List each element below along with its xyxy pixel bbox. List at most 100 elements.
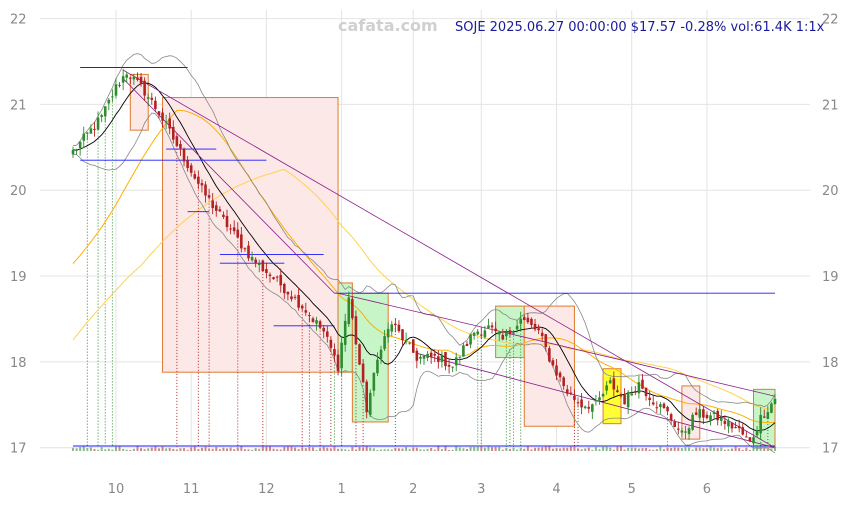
candle-body: [247, 245, 250, 259]
candle-body: [476, 331, 480, 335]
candle-body: [347, 297, 351, 325]
sma-mid-line: [72, 109, 776, 424]
volume-bar: [75, 448, 78, 451]
candle-body: [207, 195, 211, 198]
candle-body: [759, 414, 762, 434]
candle-body: [300, 305, 304, 309]
candle-body: [222, 214, 225, 217]
candle-body: [250, 256, 254, 261]
candle-body: [240, 234, 243, 249]
volume-bar: [372, 448, 375, 451]
candle-body: [211, 200, 214, 209]
candle-body: [433, 353, 437, 356]
volume-bar: [569, 446, 572, 451]
candle-body: [154, 100, 157, 110]
candle-body: [168, 118, 172, 129]
candle-body: [111, 96, 114, 98]
volume-bar: [208, 448, 211, 451]
volume-bar: [157, 448, 160, 451]
candle-body: [766, 412, 770, 420]
candle-body: [505, 332, 508, 337]
volume-bar: [233, 449, 236, 451]
x-tick-label: 3: [477, 482, 485, 497]
volume-bar: [616, 446, 619, 451]
y-tick-label-left: 21: [10, 98, 27, 113]
volume-bar: [369, 447, 372, 451]
volume-bar: [240, 446, 243, 451]
candle-body: [444, 352, 447, 367]
volume-bar: [247, 449, 250, 451]
candle-body: [336, 354, 340, 372]
volume-bar: [551, 448, 554, 451]
candle-body: [132, 76, 136, 80]
volume-bar: [147, 448, 150, 451]
candle-body: [770, 403, 773, 413]
volume-bar: [752, 447, 755, 451]
indicator-lines: [72, 53, 776, 454]
candle-body: [365, 381, 368, 413]
candle-body: [637, 382, 641, 394]
volume-bar: [211, 448, 214, 451]
volume-bar: [695, 447, 698, 451]
candle-body: [551, 360, 555, 366]
candle-body: [200, 183, 204, 186]
volume-bar: [179, 448, 182, 451]
volume-bar: [702, 448, 705, 451]
volume-bar: [276, 449, 279, 451]
candle-body: [576, 402, 580, 404]
volume-bar: [469, 446, 472, 451]
candle-body: [702, 409, 705, 418]
volume-bar: [111, 449, 114, 451]
candle-body: [666, 406, 669, 412]
volume-bar: [72, 447, 74, 451]
volume-bar: [268, 446, 271, 451]
candle-body: [86, 132, 89, 134]
x-tick-label: 10: [108, 482, 125, 497]
volume-bar: [340, 448, 343, 451]
candle-body: [594, 399, 598, 402]
candle-body: [232, 227, 236, 232]
trend-line: [122, 69, 776, 449]
volume-bar: [458, 447, 461, 451]
volume-bar: [89, 447, 92, 451]
candle-body: [136, 77, 139, 80]
volume-bar: [154, 446, 157, 451]
trend-line: [337, 292, 776, 397]
volume-bar: [491, 447, 494, 451]
candle-body: [451, 366, 454, 368]
volume-bar: [82, 446, 85, 451]
volume-bar: [508, 448, 511, 451]
volume-bar: [397, 448, 400, 451]
candle-body: [648, 397, 651, 401]
candle-body: [723, 420, 727, 424]
volume-bar: [222, 447, 225, 451]
volume-bar: [487, 446, 490, 451]
candle-body: [279, 274, 283, 286]
volume-bar: [315, 449, 318, 451]
candle-body: [591, 404, 594, 412]
candle-body: [580, 399, 583, 408]
volume-bar: [283, 446, 286, 451]
volume-bar: [150, 447, 153, 451]
x-tick-label: 12: [258, 482, 275, 497]
candle-body: [745, 436, 748, 438]
volume-bar: [498, 446, 501, 451]
volume-bar: [734, 446, 737, 451]
volume-bar: [641, 448, 644, 451]
candle-body: [218, 209, 222, 212]
candle-body: [565, 389, 569, 394]
y-tick-label-right: 18: [822, 356, 839, 371]
candle-body: [748, 437, 752, 442]
volume-bar: [440, 449, 443, 451]
volume-bar: [619, 446, 622, 451]
volume-bar: [104, 449, 107, 451]
volume-bar: [125, 449, 128, 451]
candle-body: [662, 403, 666, 408]
candle-body: [82, 133, 86, 141]
volume-bar: [523, 448, 526, 451]
candle-body: [193, 174, 197, 179]
candle-body: [129, 77, 132, 79]
y-tick-label-left: 20: [10, 184, 27, 199]
volume-bar: [766, 449, 769, 451]
